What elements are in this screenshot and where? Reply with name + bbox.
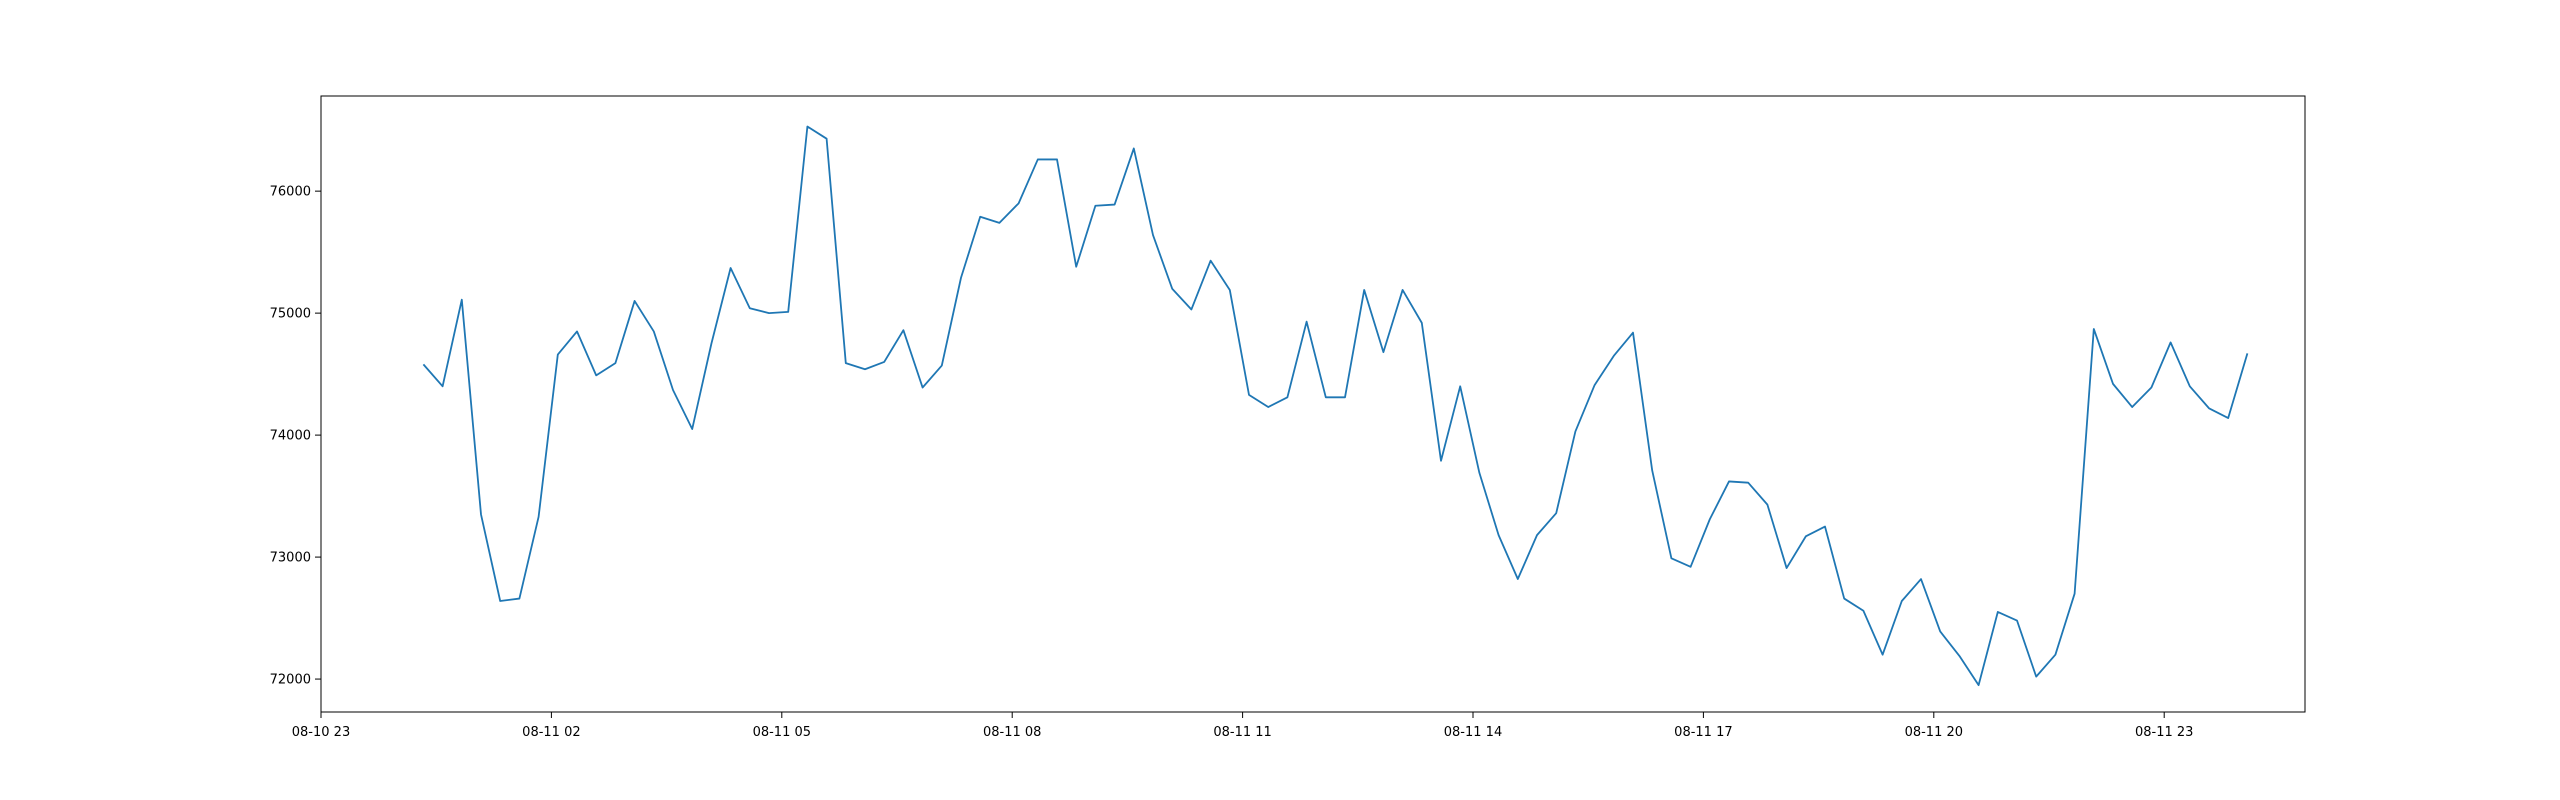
x-tick-label-3: 08-11 08 [983, 725, 1041, 740]
x-tick-label-0: 08-10 23 [292, 725, 350, 740]
x-tick-label-4: 08-11 11 [1213, 725, 1271, 740]
y-tick-label-0: 72000 [270, 673, 311, 688]
y-tick-label-4: 76000 [270, 185, 311, 200]
x-tick-label-7: 08-11 20 [1905, 725, 1963, 740]
x-tick-label-8: 08-11 23 [2135, 725, 2193, 740]
x-tick-label-6: 08-11 17 [1674, 725, 1732, 740]
x-tick-label-1: 08-11 02 [522, 725, 580, 740]
x-tick-label-2: 08-11 05 [753, 725, 811, 740]
x-tick-label-5: 08-11 14 [1444, 725, 1502, 740]
plot-frame [320, 95, 2306, 713]
x-axis: 08-10 23 08-11 02 08-11 05 08-11 08 08-11 11… [292, 712, 2193, 740]
y-axis: 72000 73000 74000 75000 76000 [270, 185, 321, 688]
y-tick-label-3: 75000 [270, 307, 311, 322]
y-tick-label-2: 74000 [270, 429, 311, 444]
y-tick-label-1: 73000 [270, 551, 311, 566]
series-line-0 [422, 125, 2249, 687]
series-layer [422, 125, 2249, 687]
